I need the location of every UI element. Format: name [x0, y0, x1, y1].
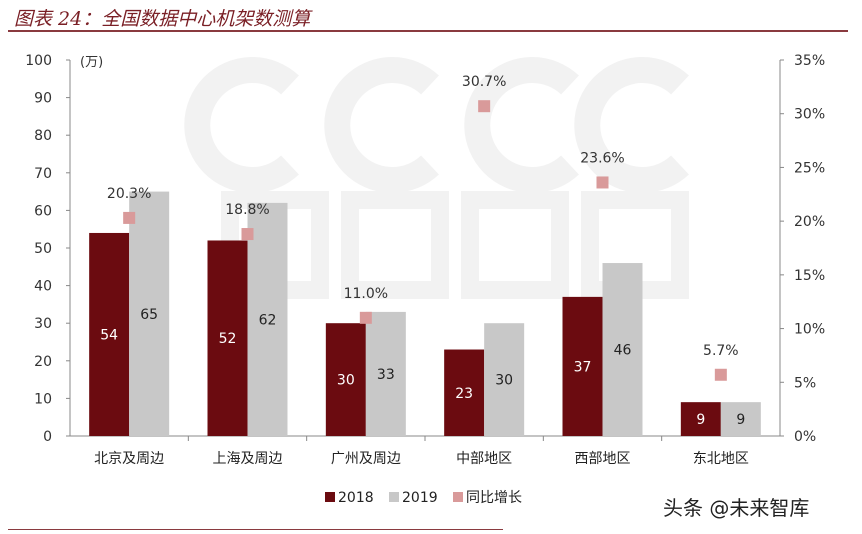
chart-title: 图表 24：全国数据中心机架数测算	[14, 8, 311, 30]
x-tick-label: 东北地区	[693, 451, 749, 467]
bar-2019	[365, 311, 406, 436]
data-label-2019: 30	[495, 373, 513, 389]
data-label-2019: 62	[259, 312, 277, 328]
growth-marker	[478, 100, 491, 113]
bar-2019	[484, 323, 525, 436]
y-axis-unit: (万)	[80, 55, 103, 70]
x-tick-label: 北京及周边	[94, 451, 164, 467]
y2-tick-label: 20%	[794, 214, 825, 230]
y-tick-label: 60	[34, 203, 52, 219]
y-tick-label: 50	[34, 241, 52, 257]
growth-marker	[359, 311, 372, 324]
bottom-divider	[8, 529, 503, 530]
y-tick-label: 40	[34, 279, 52, 295]
growth-marker	[123, 211, 136, 224]
footer-source: 头条 @未来智库	[663, 496, 810, 520]
data-label-2018: 52	[219, 331, 237, 347]
growth-label: 5.7%	[703, 343, 739, 359]
y2-tick-label: 35%	[794, 53, 825, 69]
data-label-2018: 23	[455, 386, 473, 402]
y-tick-label: 0	[43, 429, 52, 445]
bar-2019	[602, 263, 643, 436]
growth-label: 18.8%	[225, 202, 269, 218]
x-tick-label: 广州及周边	[331, 451, 401, 467]
legend-swatch	[389, 492, 399, 502]
legend-label: 2018	[338, 490, 374, 506]
bar-2018	[325, 323, 366, 436]
data-label-2018: 54	[100, 327, 118, 343]
y2-tick-label: 30%	[794, 107, 825, 123]
growth-marker	[596, 176, 609, 189]
growth-label: 11.0%	[344, 286, 388, 302]
legend-label: 2019	[402, 490, 438, 506]
legend-swatch	[453, 492, 463, 502]
title-divider	[8, 30, 848, 32]
y2-tick-label: 0%	[794, 429, 816, 445]
bar-2018	[444, 349, 485, 436]
y-tick-label: 30	[34, 316, 52, 332]
bar-2018	[207, 240, 248, 436]
y2-tick-label: 15%	[794, 268, 825, 284]
growth-label: 23.6%	[580, 150, 624, 166]
y-tick-label: 10	[34, 391, 52, 407]
y-tick-label: 100	[25, 53, 52, 69]
bar-2018	[680, 402, 721, 436]
legend-label: 同比增长	[466, 490, 522, 506]
data-label-2019: 33	[377, 367, 395, 383]
data-label-2019: 65	[140, 307, 158, 323]
y-tick-label: 80	[34, 128, 52, 144]
bar-2018	[89, 232, 130, 436]
data-label-2018: 9	[696, 412, 705, 428]
y2-tick-label: 10%	[794, 322, 825, 338]
growth-marker	[714, 368, 727, 381]
legend-swatch	[325, 492, 335, 502]
data-label-2019: 9	[736, 412, 745, 428]
x-tick-label: 上海及周边	[213, 451, 283, 467]
growth-label: 30.7%	[462, 74, 506, 90]
growth-marker	[241, 228, 254, 241]
y2-tick-label: 5%	[794, 375, 816, 391]
data-label-2019: 46	[614, 343, 632, 359]
y-tick-label: 70	[34, 166, 52, 182]
growth-label: 20.3%	[107, 186, 151, 202]
bar-2018	[562, 296, 603, 436]
bar-2019	[247, 202, 288, 436]
bar-2019	[129, 191, 170, 436]
y-tick-label: 20	[34, 354, 52, 370]
bar-2019	[720, 402, 761, 436]
x-tick-label: 西部地区	[575, 451, 631, 467]
x-tick-label: 中部地区	[456, 451, 512, 467]
y-tick-label: 90	[34, 91, 52, 107]
y2-tick-label: 25%	[794, 160, 825, 176]
data-label-2018: 37	[574, 359, 592, 375]
data-label-2018: 30	[337, 373, 355, 389]
